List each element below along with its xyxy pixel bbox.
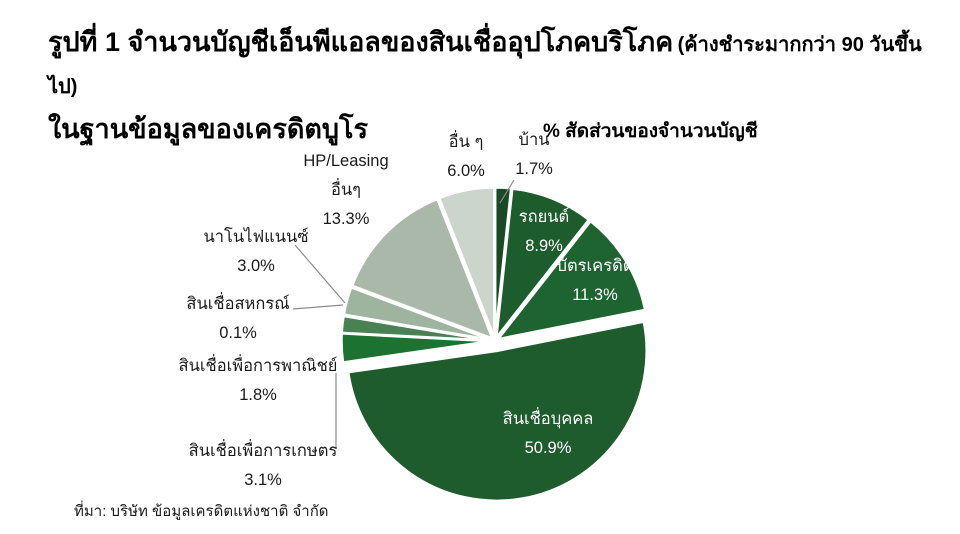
- leader-line-nanofinance: [294, 244, 346, 304]
- chart-header: % สัดส่วนของจำนวนบัญชี: [543, 121, 758, 142]
- figure-title: รูปที่ 1 จำนวนบัญชีเอ็นพีแอลของสินเชื่ออ…: [48, 22, 928, 154]
- label-credit-card-value: 11.3%: [572, 286, 618, 304]
- label-home-value: 1.7%: [515, 160, 553, 178]
- pie-slice-9: [437, 186, 496, 339]
- label-commercial-name: สินเชื่อเพื่อการพาณิชย์: [178, 357, 338, 375]
- source-note: ที่มา: บริษัท ข้อมูลเครดิตแห่งชาติ จำกัด: [74, 503, 329, 520]
- figure-title-line1-paren: (ค้างชำระมากกว่า 90 วันขึ้นไป): [48, 34, 922, 98]
- label-agriculture-name: สินเชื่อเพื่อการเกษตร: [188, 442, 338, 460]
- pie-slice-8: [350, 197, 494, 340]
- label-credit-card: บัตรเครดิต 11.3%: [556, 255, 633, 306]
- label-hp-leasing-value: 13.3%: [322, 210, 370, 228]
- leader-line-home: [499, 179, 515, 204]
- label-other-top-name: อื่น ๆ: [448, 133, 484, 151]
- label-auto-name: รถยนต์: [518, 208, 570, 226]
- pie-slice-2: [496, 219, 647, 341]
- label-commercial-value: 1.8%: [239, 386, 277, 404]
- label-other-top-value: 6.0%: [447, 162, 485, 180]
- leader-line-coop: [292, 304, 344, 310]
- pie-slice-3: [346, 320, 648, 503]
- label-auto-value: 8.9%: [525, 237, 563, 255]
- label-agriculture: สินเชื่อเพื่อการเกษตร 3.1%: [189, 440, 338, 491]
- label-nanofinance: นาโนไฟแนนซ์ 3.0%: [203, 226, 308, 277]
- label-hp-leasing: HP/Leasing อื่นๆ 13.3%: [303, 150, 388, 230]
- label-personal-loan-name: สินเชื่อบุคคล: [502, 410, 594, 428]
- label-nanofinance-name: นาโนไฟแนนซ์: [203, 228, 309, 246]
- leader-lines-group: [292, 179, 515, 449]
- label-home-name: บ้าน: [518, 131, 550, 149]
- figure-title-line2: ในฐานข้อมูลของเครดิตบูโร: [48, 114, 369, 144]
- label-coop-name: สินเชื่อสหกรณ์: [186, 295, 290, 313]
- label-personal-loan: สินเชื่อบุคคล 50.9%: [503, 408, 594, 459]
- label-personal-loan-value: 50.9%: [524, 439, 572, 457]
- label-home: บ้าน 1.7%: [515, 129, 553, 180]
- label-nanofinance-value: 3.0%: [237, 257, 275, 275]
- label-auto: รถยนต์ 8.9%: [519, 206, 570, 257]
- figure-title-line1: รูปที่ 1 จำนวนบัญชีเอ็นพีแอลของสินเชื่ออ…: [48, 27, 674, 57]
- label-coop: สินเชื่อสหกรณ์ 0.1%: [186, 293, 289, 344]
- label-credit-card-name: บัตรเครดิต: [556, 257, 634, 275]
- label-coop-value: 0.1%: [219, 324, 257, 342]
- label-other-top: อื่น ๆ 6.0%: [447, 131, 485, 182]
- label-hp-leasing-line2: อื่นๆ: [330, 181, 362, 199]
- label-commercial: สินเชื่อเพื่อการพาณิชย์ 1.8%: [179, 355, 338, 406]
- pie-slice-1: [495, 187, 591, 340]
- pie-slice-7: [342, 286, 493, 342]
- label-hp-leasing-line1: HP/Leasing: [303, 152, 389, 170]
- label-agriculture-value: 3.1%: [244, 471, 282, 489]
- pie-slices-group: [340, 186, 648, 503]
